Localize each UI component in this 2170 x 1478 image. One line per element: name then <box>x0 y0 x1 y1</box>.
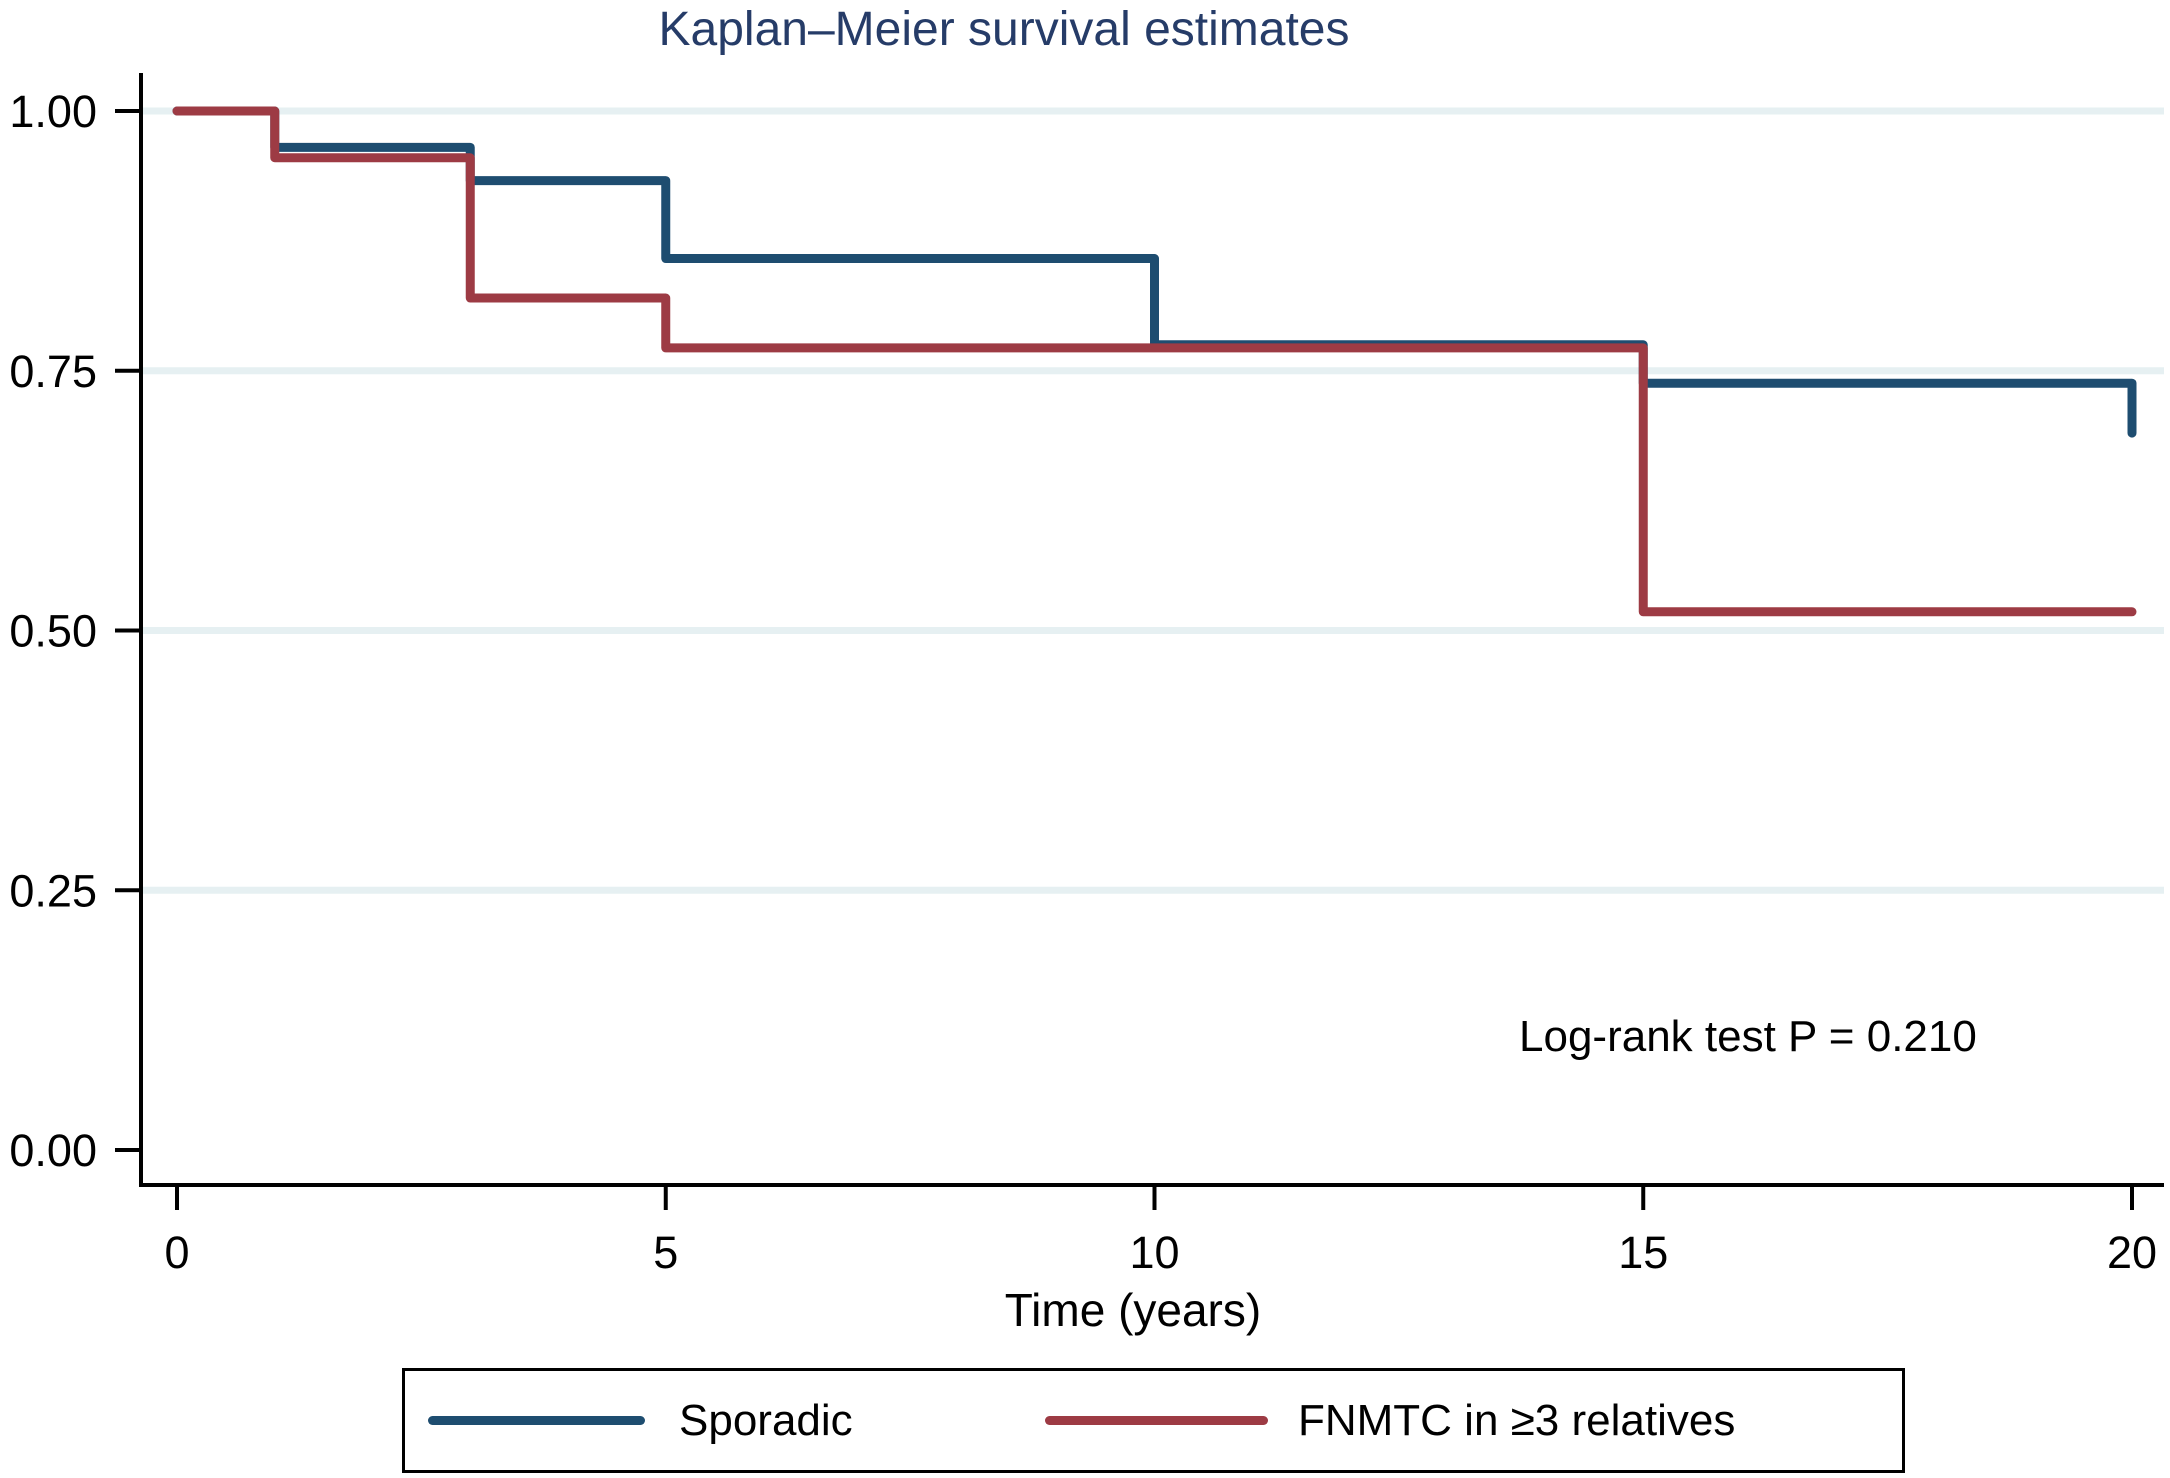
x-tick-label: 20 <box>2107 1227 2157 1278</box>
legend-label-sporadic: Sporadic <box>679 1395 853 1445</box>
y-tick-label: 0.25 <box>9 865 97 916</box>
legend-swatch-fnmtc <box>1045 1416 1268 1425</box>
x-axis-title: Time (years) <box>1004 1284 1262 1336</box>
chart-title: Kaplan–Meier survival estimates <box>658 3 1350 56</box>
y-tick-label: 0.00 <box>9 1125 97 1176</box>
x-tick-label: 5 <box>653 1227 678 1278</box>
legend-item-sporadic: Sporadic <box>428 1371 853 1470</box>
legend-label-fnmtc: FNMTC in ≥3 relatives <box>1298 1395 1736 1445</box>
x-tick-label: 0 <box>164 1227 189 1278</box>
legend-box: Sporadic FNMTC in ≥3 relatives <box>402 1368 1905 1473</box>
x-tick-label: 15 <box>1618 1227 1668 1278</box>
y-tick-label: 0.50 <box>9 606 97 657</box>
km-curve-fnmtc <box>172 106 2137 617</box>
logrank-annotation: Log-rank test P = 0.210 <box>1519 1012 1977 1061</box>
legend-item-fnmtc: FNMTC in ≥3 relatives <box>1045 1371 1735 1470</box>
x-tick-label: 10 <box>1129 1227 1179 1278</box>
legend-swatch-sporadic <box>428 1416 645 1425</box>
y-tick-label: 0.75 <box>9 346 97 397</box>
y-tick-label: 1.00 <box>9 86 97 137</box>
